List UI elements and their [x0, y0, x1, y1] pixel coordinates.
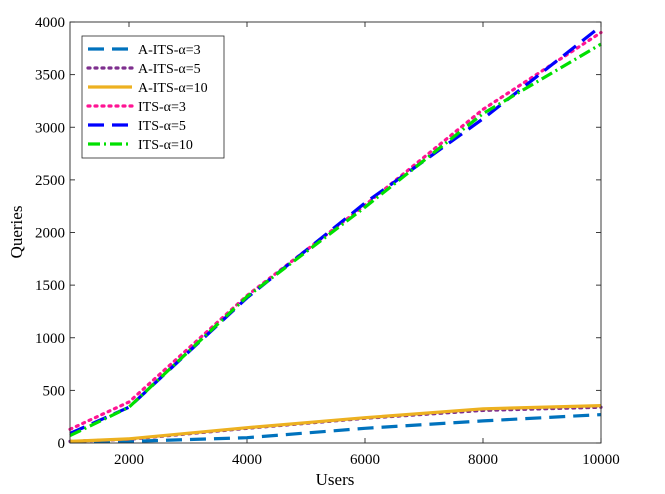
- y-tick-label: 3000: [35, 120, 65, 136]
- legend-label-2: A-ITS-α=5: [138, 62, 201, 77]
- x-tick-label: 4000: [232, 452, 262, 468]
- legend-label-4: ITS-α=3: [138, 100, 186, 115]
- series-lines: [68, 24, 603, 444]
- series-line-6: [69, 42, 602, 438]
- legend: A-ITS-α=3 A-ITS-α=5 A-ITS-α=10 ITS-α=3 ITS-α…: [81, 35, 225, 159]
- plot-frame: [69, 21, 602, 444]
- legend-label-1: A-ITS-α=3: [138, 43, 201, 58]
- y-tick-label: 3500: [35, 68, 65, 84]
- legend-label-3: A-ITS-α=10: [138, 81, 208, 96]
- y-tick-label: 2500: [35, 173, 65, 189]
- legend-label-5: ITS-α=5: [138, 119, 186, 134]
- x-axis-label: Users: [316, 470, 355, 489]
- series-line-4: [68, 30, 603, 431]
- y-tick-label: 1500: [35, 278, 65, 294]
- y-tick-label: 0: [58, 436, 66, 452]
- y-tick-label: 2000: [35, 226, 65, 242]
- x-tick-label: 2000: [114, 452, 144, 468]
- y-axis-label: Queries: [7, 206, 26, 259]
- y-tick-labels: 0 500 1000 1500 2000 2500 3000 3500 4000: [35, 15, 65, 452]
- legend-label-6: ITS-α=10: [138, 138, 193, 153]
- x-tick-label: 10000: [582, 452, 620, 468]
- y-tick-label: 500: [43, 383, 66, 399]
- x-tick-labels: 2000 4000 6000 8000 10000: [114, 452, 620, 468]
- x-tick-label: 8000: [468, 452, 498, 468]
- legend-box: [81, 35, 225, 159]
- series-line-3: [69, 404, 602, 443]
- y-tick-label: 4000: [35, 15, 65, 31]
- x-tick-label: 6000: [350, 452, 380, 468]
- y-tick-label: 1000: [35, 331, 65, 347]
- series-line-1: [69, 413, 602, 444]
